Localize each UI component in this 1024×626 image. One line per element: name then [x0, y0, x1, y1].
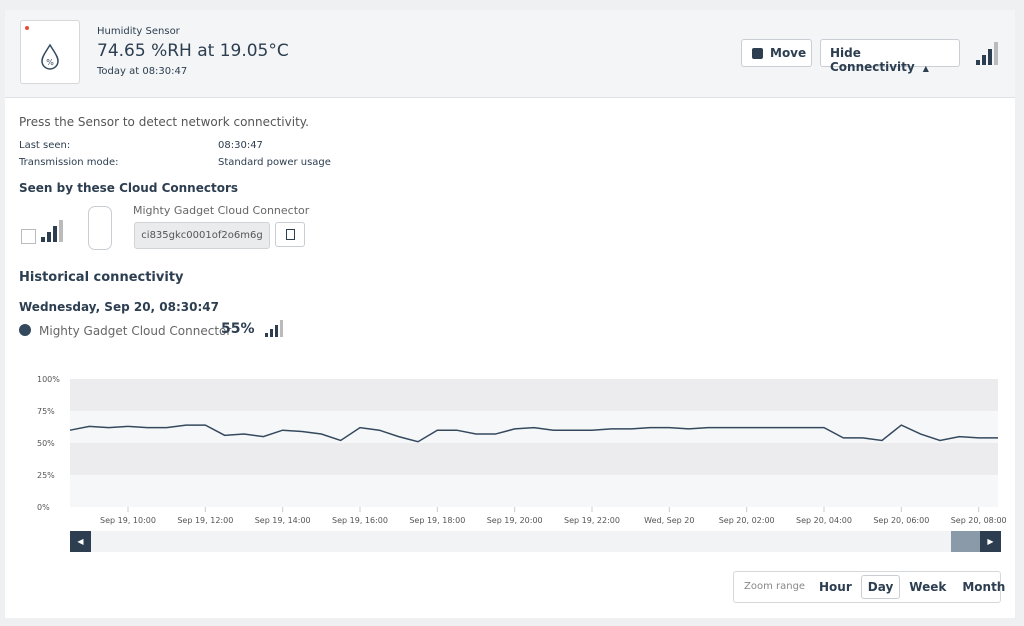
- x-tick-label: Sep 19, 10:00: [100, 516, 156, 525]
- last-seen-label: Last seen:: [19, 140, 71, 151]
- zoom-label: Zoom range: [744, 581, 806, 592]
- scroll-right[interactable]: ▶: [980, 531, 1001, 552]
- x-tick-label: Sep 19, 14:00: [255, 516, 311, 525]
- signal-icon: [976, 42, 998, 65]
- zoom-option[interactable]: Hour: [819, 580, 852, 594]
- y-tick-label: 0%: [37, 503, 50, 512]
- sensor-icon[interactable]: %: [20, 20, 80, 84]
- legend-marker: [19, 324, 31, 336]
- scroll-left[interactable]: ◀: [70, 531, 91, 552]
- band: [70, 443, 998, 475]
- x-tick-label: Sep 19, 20:00: [487, 516, 543, 525]
- y-tick-label: 75%: [37, 407, 55, 416]
- chart: 0% 25% 50% 75% 100% Sep 19, 10:00 Sep 19, 12:0…: [37, 375, 1007, 525]
- band: [70, 475, 998, 507]
- history-title: Historical connectivity: [19, 270, 184, 285]
- x-tick-label: Sep 20, 04:00: [796, 516, 852, 525]
- move-button[interactable]: Move: [741, 39, 812, 67]
- legend-signal: [265, 320, 283, 337]
- legend-value: 55%: [221, 321, 255, 337]
- sensor-type: Humidity Sensor: [97, 26, 180, 37]
- zoom-option[interactable]: Day: [860, 575, 901, 599]
- checkbox[interactable]: [21, 229, 36, 244]
- zoom-options: Hour Day Week Month: [812, 575, 1012, 599]
- line: [69, 424, 998, 443]
- svg-text:%: %: [46, 58, 54, 67]
- y-tick-label: 25%: [37, 471, 55, 480]
- card: [5, 10, 1015, 618]
- hint: Press the Sensor to detect network conne…: [19, 115, 309, 129]
- zoom-option[interactable]: Month: [962, 580, 1006, 594]
- scroll-thumb[interactable]: [951, 531, 980, 552]
- x-tick-label: Sep 19, 18:00: [409, 516, 465, 525]
- x-tick-label: Sep 20, 08:00: [951, 516, 1007, 525]
- scrollbar: [70, 531, 1000, 552]
- sensor-reading: 74.65 %RH at 19.05°C: [97, 41, 289, 61]
- hide-label: Hide Connectivity: [830, 46, 915, 74]
- x-tick-label: Sep 19, 16:00: [332, 516, 388, 525]
- connector-signal: [41, 220, 63, 242]
- sensor-time: Today at 08:30:47: [97, 66, 188, 77]
- history-timestamp: Wednesday, Sep 20, 08:30:47: [19, 300, 219, 314]
- connectors-title: Seen by these Cloud Connectors: [19, 181, 239, 195]
- x-tick-label: Wed, Sep 20: [644, 516, 694, 525]
- connector-icon: [88, 206, 112, 250]
- x-tick-label: Sep 20, 06:00: [873, 516, 929, 525]
- mode: Standard power usage: [218, 157, 331, 168]
- zoom-option[interactable]: Week: [909, 580, 947, 594]
- connector-id: ci835gkc0001of2o6m6g: [134, 222, 270, 249]
- last-seen: 08:30:47: [218, 140, 263, 151]
- connector-name: Mighty Gadget Cloud Connector: [133, 204, 310, 217]
- x-tick-label: Sep 19, 12:00: [177, 516, 233, 525]
- move-label: Move: [770, 46, 807, 60]
- x-tick-label: Sep 20, 02:00: [719, 516, 775, 525]
- zoom-box: Zoom range Hour Day Week Month: [733, 571, 1005, 603]
- mode-label: Transmission mode:: [19, 157, 119, 168]
- y-tick-label: 100%: [37, 375, 60, 384]
- legend-name: Mighty Gadget Cloud Connector: [39, 324, 232, 338]
- x-tick-label: Sep 19, 22:00: [564, 516, 620, 525]
- hide-connectivity-button[interactable]: Hide Connectivity ▲: [820, 39, 960, 74]
- copy-button[interactable]: [275, 222, 305, 247]
- band: [70, 379, 998, 411]
- y-tick-label: 50%: [37, 439, 55, 448]
